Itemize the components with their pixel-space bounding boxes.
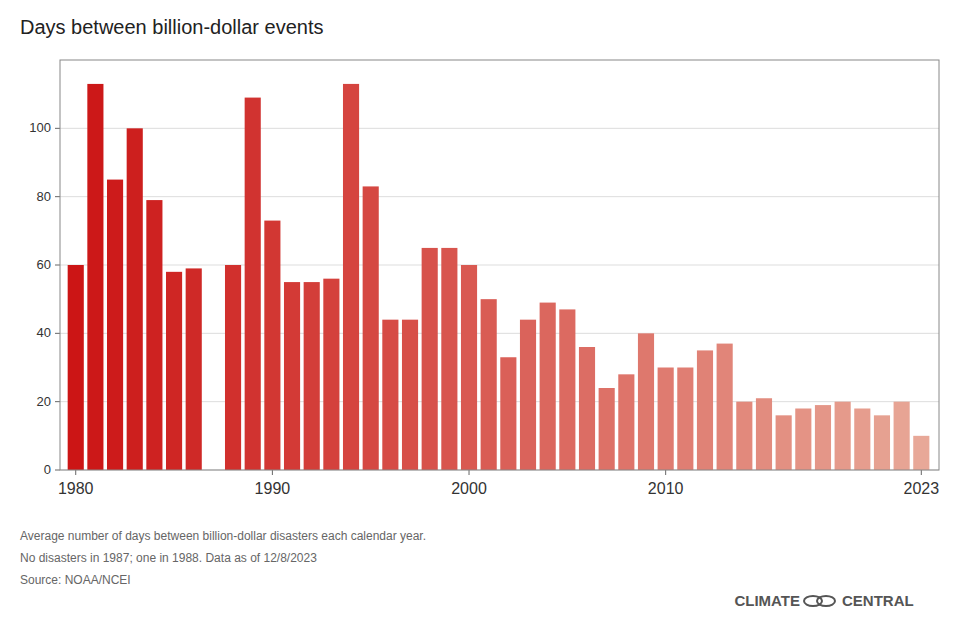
bar	[559, 309, 575, 470]
x-tick-label: 1990	[255, 480, 291, 497]
bar	[697, 350, 713, 470]
grid-line	[60, 265, 939, 266]
x-tick	[469, 470, 470, 475]
bar	[658, 368, 674, 471]
x-tick-label: 2010	[648, 480, 684, 497]
plot-frame	[60, 60, 939, 470]
bar	[441, 248, 457, 470]
y-tick-label: 0	[44, 462, 51, 477]
y-tick	[55, 470, 60, 471]
chart: Days between billion-dollar events 0 20 40 6…	[0, 0, 959, 639]
logo-text: CENTRAL	[842, 592, 914, 609]
x-tick	[665, 470, 666, 475]
y-tick-label: 40	[37, 325, 51, 340]
grid-line	[60, 196, 939, 197]
x-tick-label: 2023	[904, 480, 940, 497]
bar	[599, 388, 615, 470]
x-tick-label: 2000	[451, 480, 487, 497]
bar	[343, 84, 359, 470]
footnote: Source: NOAA/NCEI	[20, 573, 131, 587]
bar	[363, 186, 379, 470]
grid-line	[60, 128, 939, 129]
bar	[264, 221, 280, 470]
bar	[874, 415, 890, 470]
y-tick-label: 100	[29, 120, 51, 135]
bar	[815, 405, 831, 470]
bar	[756, 398, 772, 470]
y-tick	[55, 196, 60, 197]
footnote: No disasters in 1987; one in 1988. Data …	[20, 551, 317, 565]
logo-symbol	[804, 596, 835, 606]
bar	[894, 402, 910, 470]
bar	[461, 265, 477, 470]
y-tick-label: 20	[37, 394, 51, 409]
bar	[677, 368, 693, 471]
bars	[68, 84, 930, 470]
y-tick-label: 60	[37, 257, 51, 272]
x-tick-label: 1980	[58, 480, 94, 497]
grid	[60, 128, 939, 470]
footnote: Average number of days between billion-d…	[20, 529, 426, 543]
y-tick	[55, 128, 60, 129]
bar	[146, 200, 162, 470]
bar	[618, 374, 634, 470]
x-tick	[921, 470, 922, 475]
bar	[520, 320, 536, 470]
bar	[127, 128, 143, 470]
bar	[402, 320, 418, 470]
bar	[422, 248, 438, 470]
y-tick-label: 80	[37, 189, 51, 204]
bar	[717, 344, 733, 470]
bar	[638, 333, 654, 470]
bar	[225, 265, 241, 470]
bar	[736, 402, 752, 470]
title: Days between billion-dollar events	[20, 16, 324, 38]
bar	[382, 320, 398, 470]
bar	[835, 402, 851, 470]
y-tick	[55, 333, 60, 334]
bar	[68, 265, 84, 470]
bar	[87, 84, 103, 470]
bar	[854, 409, 870, 471]
bar	[304, 282, 320, 470]
bar	[323, 279, 339, 470]
bar	[913, 436, 929, 470]
bar	[245, 98, 261, 470]
x-tick	[272, 470, 273, 475]
x-tick	[75, 470, 76, 475]
bar	[776, 415, 792, 470]
bar	[500, 357, 516, 470]
logo-text: CLIMATE	[734, 592, 800, 609]
bar	[107, 180, 123, 470]
bar	[540, 303, 556, 470]
bar	[166, 272, 182, 470]
bar	[795, 409, 811, 471]
y-tick	[55, 401, 60, 402]
logo-ring	[817, 596, 835, 606]
bar	[579, 347, 595, 470]
bar	[481, 299, 497, 470]
bar	[284, 282, 300, 470]
y-tick	[55, 265, 60, 266]
bar	[186, 268, 202, 470]
